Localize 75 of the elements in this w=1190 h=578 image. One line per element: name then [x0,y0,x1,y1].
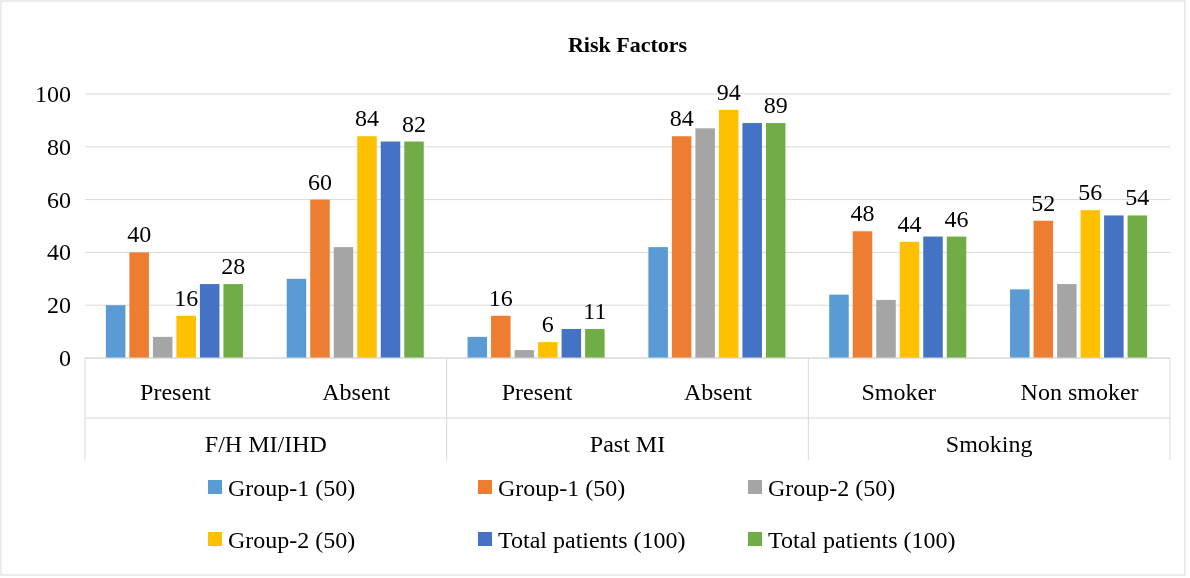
bar [742,123,762,358]
bar [199,284,220,358]
legend-label: Group-1 (50) [228,475,356,501]
data-label: 94 [716,78,741,105]
data-label: 82 [402,110,427,137]
data-label: 6 [541,311,554,338]
bar [946,236,967,358]
bar [333,247,354,358]
bar [105,305,126,358]
y-tick-label: 80 [47,133,71,160]
y-tick-label: 40 [47,239,71,266]
bar [876,299,896,358]
legend-label: Total patients (100) [498,527,686,553]
x-tick-label: Present [140,379,212,405]
legend-label: Total patients (100) [768,527,956,553]
bar [491,315,511,358]
bar [585,328,605,358]
y-tick-label: 20 [47,292,71,319]
data-label: 11 [583,297,607,324]
bar [129,252,149,358]
data-label: 54 [1125,184,1150,211]
bar [899,241,920,358]
bar [404,141,424,358]
data-label: 60 [307,168,332,195]
bar [538,342,558,358]
x-tick-label: Non smoker [1020,379,1139,405]
bar [852,231,873,358]
data-label: 89 [763,92,788,119]
bar [380,141,401,358]
data-label: 16 [488,284,513,311]
y-tick-label: 100 [35,81,71,107]
data-label: 16 [174,284,199,311]
bar [1057,284,1077,358]
bar [1104,215,1124,358]
text: Smoking [945,431,1033,457]
bar [223,284,243,358]
bar [718,109,739,358]
bar [1080,210,1101,358]
bar [829,294,849,358]
chart-title: Risk Factors [567,32,688,57]
text: Past MI [589,431,666,457]
bar [152,336,173,358]
bar [357,136,377,358]
bar [286,278,307,358]
bar [923,236,943,358]
data-label: 84 [669,105,694,132]
bar [1127,215,1148,358]
data-label: 44 [897,210,922,237]
x-tick-label: Absent [322,379,391,405]
data-label: 52 [1031,189,1056,216]
data-label: 40 [127,221,152,248]
x-tick-label: Present [501,379,573,405]
bar [765,123,786,358]
bar [648,247,668,358]
data-label: 56 [1078,179,1103,206]
bar [561,328,582,358]
y-tick-label: 0 [59,345,71,371]
legend-label: Group-2 (50) [768,475,896,501]
y-tick-label: 60 [47,186,71,213]
data-label: 84 [355,105,379,132]
bar [310,199,330,358]
x-tick-label: Absent [683,379,753,405]
bar [176,315,196,358]
legend-label: Group-2 (50) [228,527,356,553]
bar [467,336,488,358]
bar [1010,289,1030,358]
bar [671,136,692,358]
bar [1033,220,1054,358]
text: F/H MI/IHD [204,431,327,457]
data-label: 28 [221,253,246,280]
bar [695,128,715,358]
data-label: 46 [944,205,969,232]
legend-label: Group-1 (50) [498,475,626,501]
data-label: 48 [850,200,875,227]
x-tick-label: Smoker [861,379,937,405]
